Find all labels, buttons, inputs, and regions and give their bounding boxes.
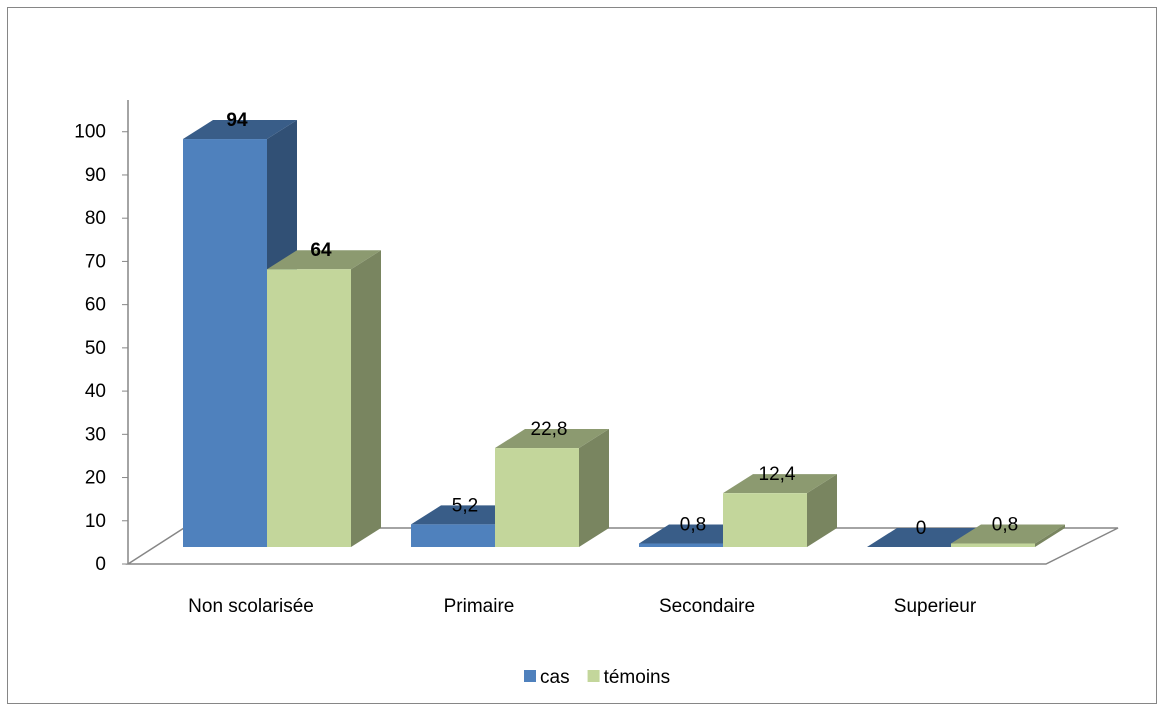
y-tick-label: 0 <box>95 554 106 575</box>
x-tick-label: Secondaire <box>659 596 755 617</box>
x-axis-labels: Non scolarisée Primaire Secondaire Superieu… <box>188 596 977 617</box>
legend: cas témoins <box>524 667 670 688</box>
y-tick-label: 20 <box>85 468 106 489</box>
bar-side <box>351 250 381 548</box>
y-tick-label: 10 <box>85 511 106 532</box>
data-label: 0 <box>916 518 927 539</box>
bar-cas-3 <box>867 528 981 547</box>
legend-item-cas: cas <box>524 667 570 688</box>
bars <box>183 120 1065 548</box>
data-label: 0,8 <box>680 515 706 536</box>
bar-front <box>267 269 351 547</box>
data-labels: 94 64 5,2 22,8 0,8 12,4 0 0,8 <box>226 110 1018 539</box>
bar-side <box>579 429 609 547</box>
data-label: 22,8 <box>531 419 568 440</box>
bar-top <box>723 474 837 494</box>
y-tick-label: 70 <box>85 251 106 272</box>
bar-front <box>639 543 723 547</box>
bar-top <box>867 528 981 547</box>
x-tick-label: Non scolarisée <box>188 596 314 617</box>
bar-side <box>1035 524 1065 547</box>
legend-label: cas <box>540 667 570 688</box>
y-axis: 0 10 20 30 40 50 60 70 80 90 100 <box>74 100 129 575</box>
floor-outline <box>125 527 1119 565</box>
bar-témoins-3 <box>951 524 1065 547</box>
y-tick-label: 40 <box>85 381 106 402</box>
legend-swatch <box>587 670 600 682</box>
chart-floor <box>125 527 1119 565</box>
x-tick-label: Superieur <box>894 596 977 617</box>
bar-top <box>951 524 1065 544</box>
bar-témoins-0 <box>267 250 381 548</box>
bar-front <box>495 448 579 547</box>
bar-front <box>183 139 267 548</box>
bar-front <box>723 493 807 547</box>
data-label: 5,2 <box>452 495 478 516</box>
y-tick-label: 90 <box>85 165 106 186</box>
legend-label: témoins <box>604 667 671 688</box>
bar-front <box>951 543 1035 547</box>
y-tick-label: 100 <box>74 122 106 143</box>
data-label: 12,4 <box>759 464 796 485</box>
bar-top <box>495 429 609 449</box>
bar-top <box>267 250 381 270</box>
y-tick-label: 80 <box>85 208 106 229</box>
bar-témoins-1 <box>495 429 609 547</box>
data-label: 64 <box>310 240 332 261</box>
bar-side <box>807 474 837 547</box>
y-tick-label: 50 <box>85 338 106 359</box>
data-label: 0,8 <box>992 515 1018 536</box>
bar-front <box>411 524 495 547</box>
x-tick-label: Primaire <box>444 596 515 617</box>
bar-témoins-2 <box>723 474 837 547</box>
legend-item-témoins: témoins <box>587 667 671 688</box>
y-tick-label: 30 <box>85 424 106 445</box>
y-tick-label: 60 <box>85 295 106 316</box>
bar-top <box>183 120 297 140</box>
data-label: 94 <box>226 110 248 131</box>
legend-swatch <box>524 670 536 682</box>
